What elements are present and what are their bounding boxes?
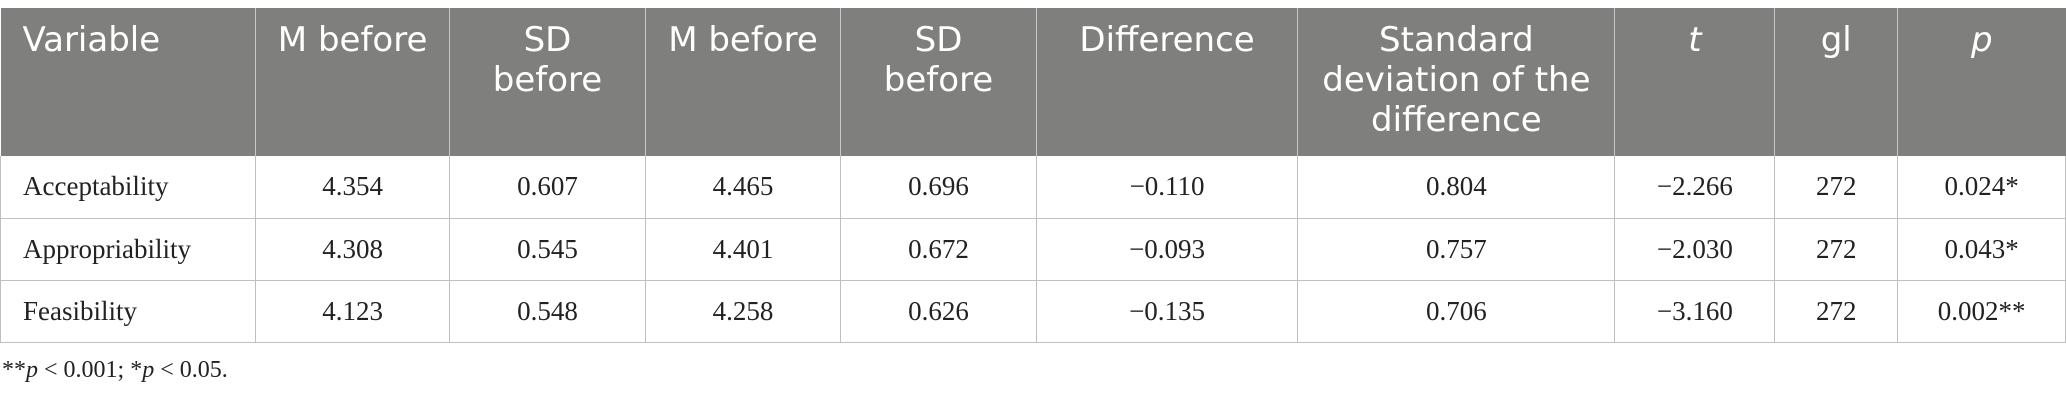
header-variable: Variable (0, 8, 256, 156)
table-row: Feasibility 4.123 0.548 4.258 0.626 −0.1… (0, 280, 2066, 343)
footnote-p-symbol-2: p (142, 357, 155, 383)
cell-p: 0.002** (1897, 280, 2066, 343)
cell-m-before-2: 4.258 (644, 280, 841, 343)
header-gl: gl (1774, 8, 1898, 156)
cell-sd-before-1: 0.548 (449, 280, 646, 343)
cell-m-before-2: 4.465 (644, 156, 841, 219)
header-t: t (1614, 8, 1775, 156)
table-footnote: **p < 0.001; *p < 0.05. (2, 357, 228, 384)
cell-difference: −0.110 (1035, 156, 1298, 219)
cell-sd-before-2: 0.672 (840, 218, 1037, 281)
header-p: p (1897, 8, 2066, 156)
cell-difference: −0.135 (1035, 280, 1298, 343)
table-row: Appropriability 4.308 0.545 4.401 0.672 … (0, 218, 2066, 281)
cell-variable: Appropriability (0, 218, 256, 281)
footnote-text-2: < 0.05. (154, 357, 228, 383)
table-container: Variable M before SD before M before SD … (0, 8, 2066, 343)
cell-t: −2.030 (1614, 218, 1775, 281)
cell-sd-before-2: 0.696 (840, 156, 1037, 219)
statistics-table: Variable M before SD before M before SD … (0, 8, 2066, 343)
header-difference: Difference (1035, 8, 1298, 156)
footnote-text-1: < 0.001; * (38, 357, 143, 383)
footnote-p-symbol: p (26, 357, 38, 383)
header-m-before-1: M before (254, 8, 450, 156)
cell-gl: 272 (1774, 280, 1898, 343)
cell-t: −3.160 (1614, 280, 1775, 343)
cell-p: 0.043* (1897, 218, 2066, 281)
cell-difference: −0.093 (1035, 218, 1298, 281)
cell-t: −2.266 (1614, 156, 1775, 219)
cell-sd-before-1: 0.607 (449, 156, 646, 219)
cell-p: 0.024* (1897, 156, 2066, 219)
cell-m-before-2: 4.401 (644, 218, 841, 281)
footnote-stars: ** (2, 357, 26, 383)
cell-sd-before-2: 0.626 (840, 280, 1037, 343)
header-row: Variable M before SD before M before SD … (0, 8, 2066, 156)
cell-sd-before-1: 0.545 (449, 218, 646, 281)
header-sd-before-1: SD before (449, 8, 646, 156)
table-row: Acceptability 4.354 0.607 4.465 0.696 −0… (0, 156, 2066, 219)
cell-variable: Acceptability (0, 156, 256, 219)
cell-sd-difference: 0.706 (1297, 280, 1615, 343)
cell-m-before-1: 4.308 (254, 218, 450, 281)
header-m-before-2: M before (644, 8, 841, 156)
cell-sd-difference: 0.757 (1297, 218, 1615, 281)
cell-gl: 272 (1774, 156, 1898, 219)
cell-gl: 272 (1774, 218, 1898, 281)
cell-variable: Feasibility (0, 280, 256, 343)
cell-m-before-1: 4.123 (254, 280, 450, 343)
cell-sd-difference: 0.804 (1297, 156, 1615, 219)
header-sd-before-2: SD before (840, 8, 1037, 156)
cell-m-before-1: 4.354 (254, 156, 450, 219)
header-sd-difference: Standard deviation of the difference (1297, 8, 1615, 156)
